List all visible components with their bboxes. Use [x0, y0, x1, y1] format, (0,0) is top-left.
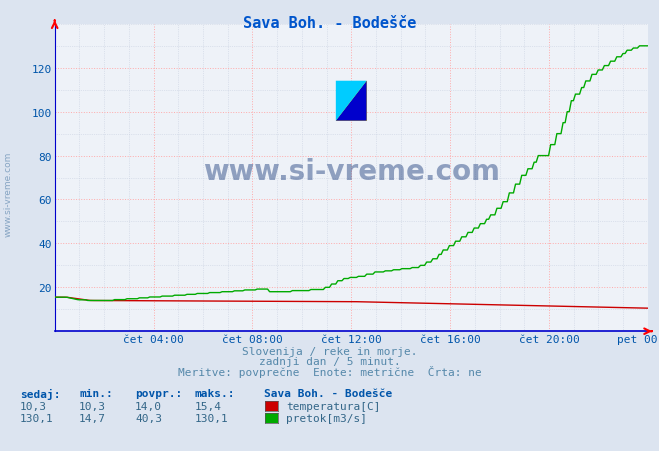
Text: pretok[m3/s]: pretok[m3/s]: [286, 414, 367, 423]
Text: 14,0: 14,0: [135, 401, 162, 411]
Text: 15,4: 15,4: [194, 401, 221, 411]
Text: Sava Boh. - Bodešče: Sava Boh. - Bodešče: [243, 16, 416, 31]
Text: sedaj:: sedaj:: [20, 388, 60, 399]
Text: min.:: min.:: [79, 388, 113, 398]
Text: 10,3: 10,3: [20, 401, 47, 411]
Text: 130,1: 130,1: [20, 414, 53, 423]
Polygon shape: [336, 82, 366, 121]
Text: Meritve: povprečne  Enote: metrične  Črta: ne: Meritve: povprečne Enote: metrične Črta:…: [178, 365, 481, 377]
Text: temperatura[C]: temperatura[C]: [286, 401, 380, 411]
Text: 14,7: 14,7: [79, 414, 106, 423]
Text: www.si-vreme.com: www.si-vreme.com: [203, 158, 500, 186]
Text: maks.:: maks.:: [194, 388, 235, 398]
Text: zadnji dan / 5 minut.: zadnji dan / 5 minut.: [258, 356, 401, 366]
Text: 130,1: 130,1: [194, 414, 228, 423]
Text: Sava Boh. - Bodešče: Sava Boh. - Bodešče: [264, 388, 392, 398]
Text: www.si-vreme.com: www.si-vreme.com: [3, 152, 13, 236]
Text: povpr.:: povpr.:: [135, 388, 183, 398]
Text: Slovenija / reke in morje.: Slovenija / reke in morje.: [242, 346, 417, 356]
Bar: [336, 82, 366, 121]
Text: 10,3: 10,3: [79, 401, 106, 411]
Polygon shape: [336, 82, 366, 121]
Text: 40,3: 40,3: [135, 414, 162, 423]
